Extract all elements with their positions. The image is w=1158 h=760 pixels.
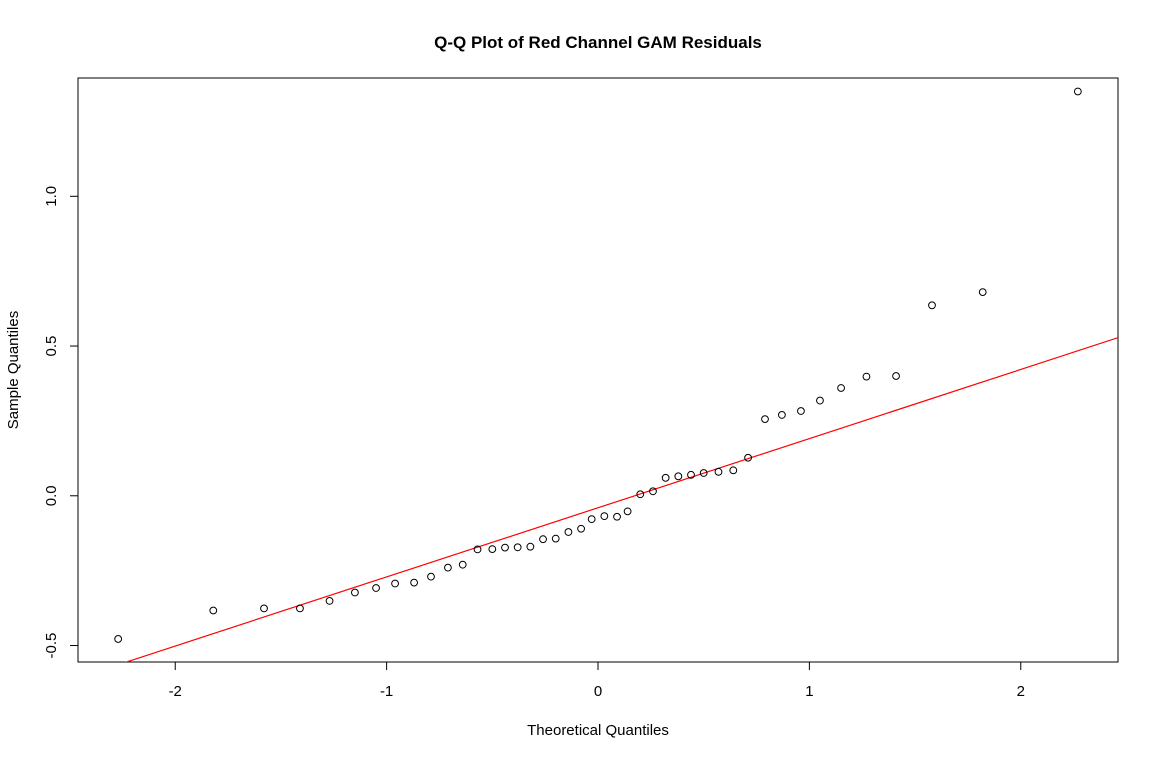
data-point <box>325 597 334 605</box>
data-point <box>351 588 359 597</box>
plot-frame <box>77 77 1119 663</box>
data-point <box>797 407 805 415</box>
data-point <box>744 453 752 462</box>
data-point <box>526 542 535 551</box>
data-point <box>488 545 497 553</box>
data-point <box>928 301 936 310</box>
data-point <box>372 584 380 592</box>
data-point <box>410 578 418 587</box>
y-tick-label: 0.5 <box>43 336 60 357</box>
x-tick-label: 2 <box>1017 683 1025 700</box>
data-point <box>699 469 708 477</box>
x-tick-label: 1 <box>805 683 813 700</box>
y-tick-label: 0.0 <box>43 485 60 506</box>
data-point <box>761 415 769 424</box>
x-axis-label: Theoretical Quantiles <box>527 722 669 739</box>
data-point <box>892 372 900 380</box>
plot-area <box>77 77 1119 663</box>
data-point <box>778 411 786 419</box>
data-point <box>209 606 218 615</box>
data-point <box>577 524 585 533</box>
data-point <box>978 288 987 297</box>
x-tick-label: -1 <box>380 683 393 700</box>
data-point <box>1073 87 1082 96</box>
data-point <box>260 604 268 613</box>
y-tick-label: 1.0 <box>43 186 60 207</box>
points-layer <box>114 87 1082 643</box>
y-axis-label: Sample Quantiles <box>5 311 22 429</box>
data-point <box>391 579 399 588</box>
data-point <box>613 512 621 521</box>
data-point <box>296 604 304 613</box>
x-tick-label: -2 <box>169 683 182 700</box>
chart-title: Q-Q Plot of Red Channel GAM Residuals <box>434 33 762 52</box>
y-tick-label: -0.5 <box>43 633 60 659</box>
data-point <box>862 372 871 381</box>
data-point <box>444 563 452 572</box>
data-point <box>714 467 723 476</box>
data-point <box>539 535 547 544</box>
data-point <box>600 512 609 521</box>
data-point <box>513 543 522 552</box>
data-point <box>816 396 824 405</box>
data-point <box>587 515 596 524</box>
data-point <box>729 466 738 475</box>
data-point <box>623 507 632 516</box>
data-point <box>687 470 695 479</box>
data-point <box>114 635 123 643</box>
data-point <box>661 473 670 482</box>
data-point <box>564 528 573 536</box>
data-point <box>427 572 435 581</box>
y-axis: -0.5 0.0 0.5 1.0 <box>43 186 79 659</box>
data-point <box>473 545 482 554</box>
data-point <box>458 560 467 569</box>
data-point <box>636 490 645 499</box>
data-point <box>551 534 560 543</box>
data-point <box>501 543 509 552</box>
data-point <box>674 472 683 481</box>
reference-line-layer <box>124 337 1118 662</box>
qq-reference-line <box>124 337 1118 662</box>
data-point <box>649 487 657 496</box>
x-axis: -2 -1 0 1 2 <box>169 661 1025 700</box>
x-tick-label: 0 <box>594 683 602 700</box>
data-point <box>837 384 845 392</box>
